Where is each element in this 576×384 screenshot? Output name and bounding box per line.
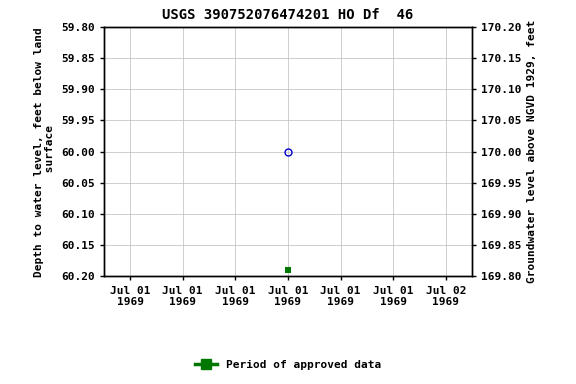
Y-axis label: Depth to water level, feet below land
 surface: Depth to water level, feet below land su…	[34, 27, 55, 276]
Y-axis label: Groundwater level above NGVD 1929, feet: Groundwater level above NGVD 1929, feet	[528, 20, 537, 283]
Title: USGS 390752076474201 HO Df  46: USGS 390752076474201 HO Df 46	[162, 8, 414, 22]
Legend: Period of approved data: Period of approved data	[191, 356, 385, 375]
